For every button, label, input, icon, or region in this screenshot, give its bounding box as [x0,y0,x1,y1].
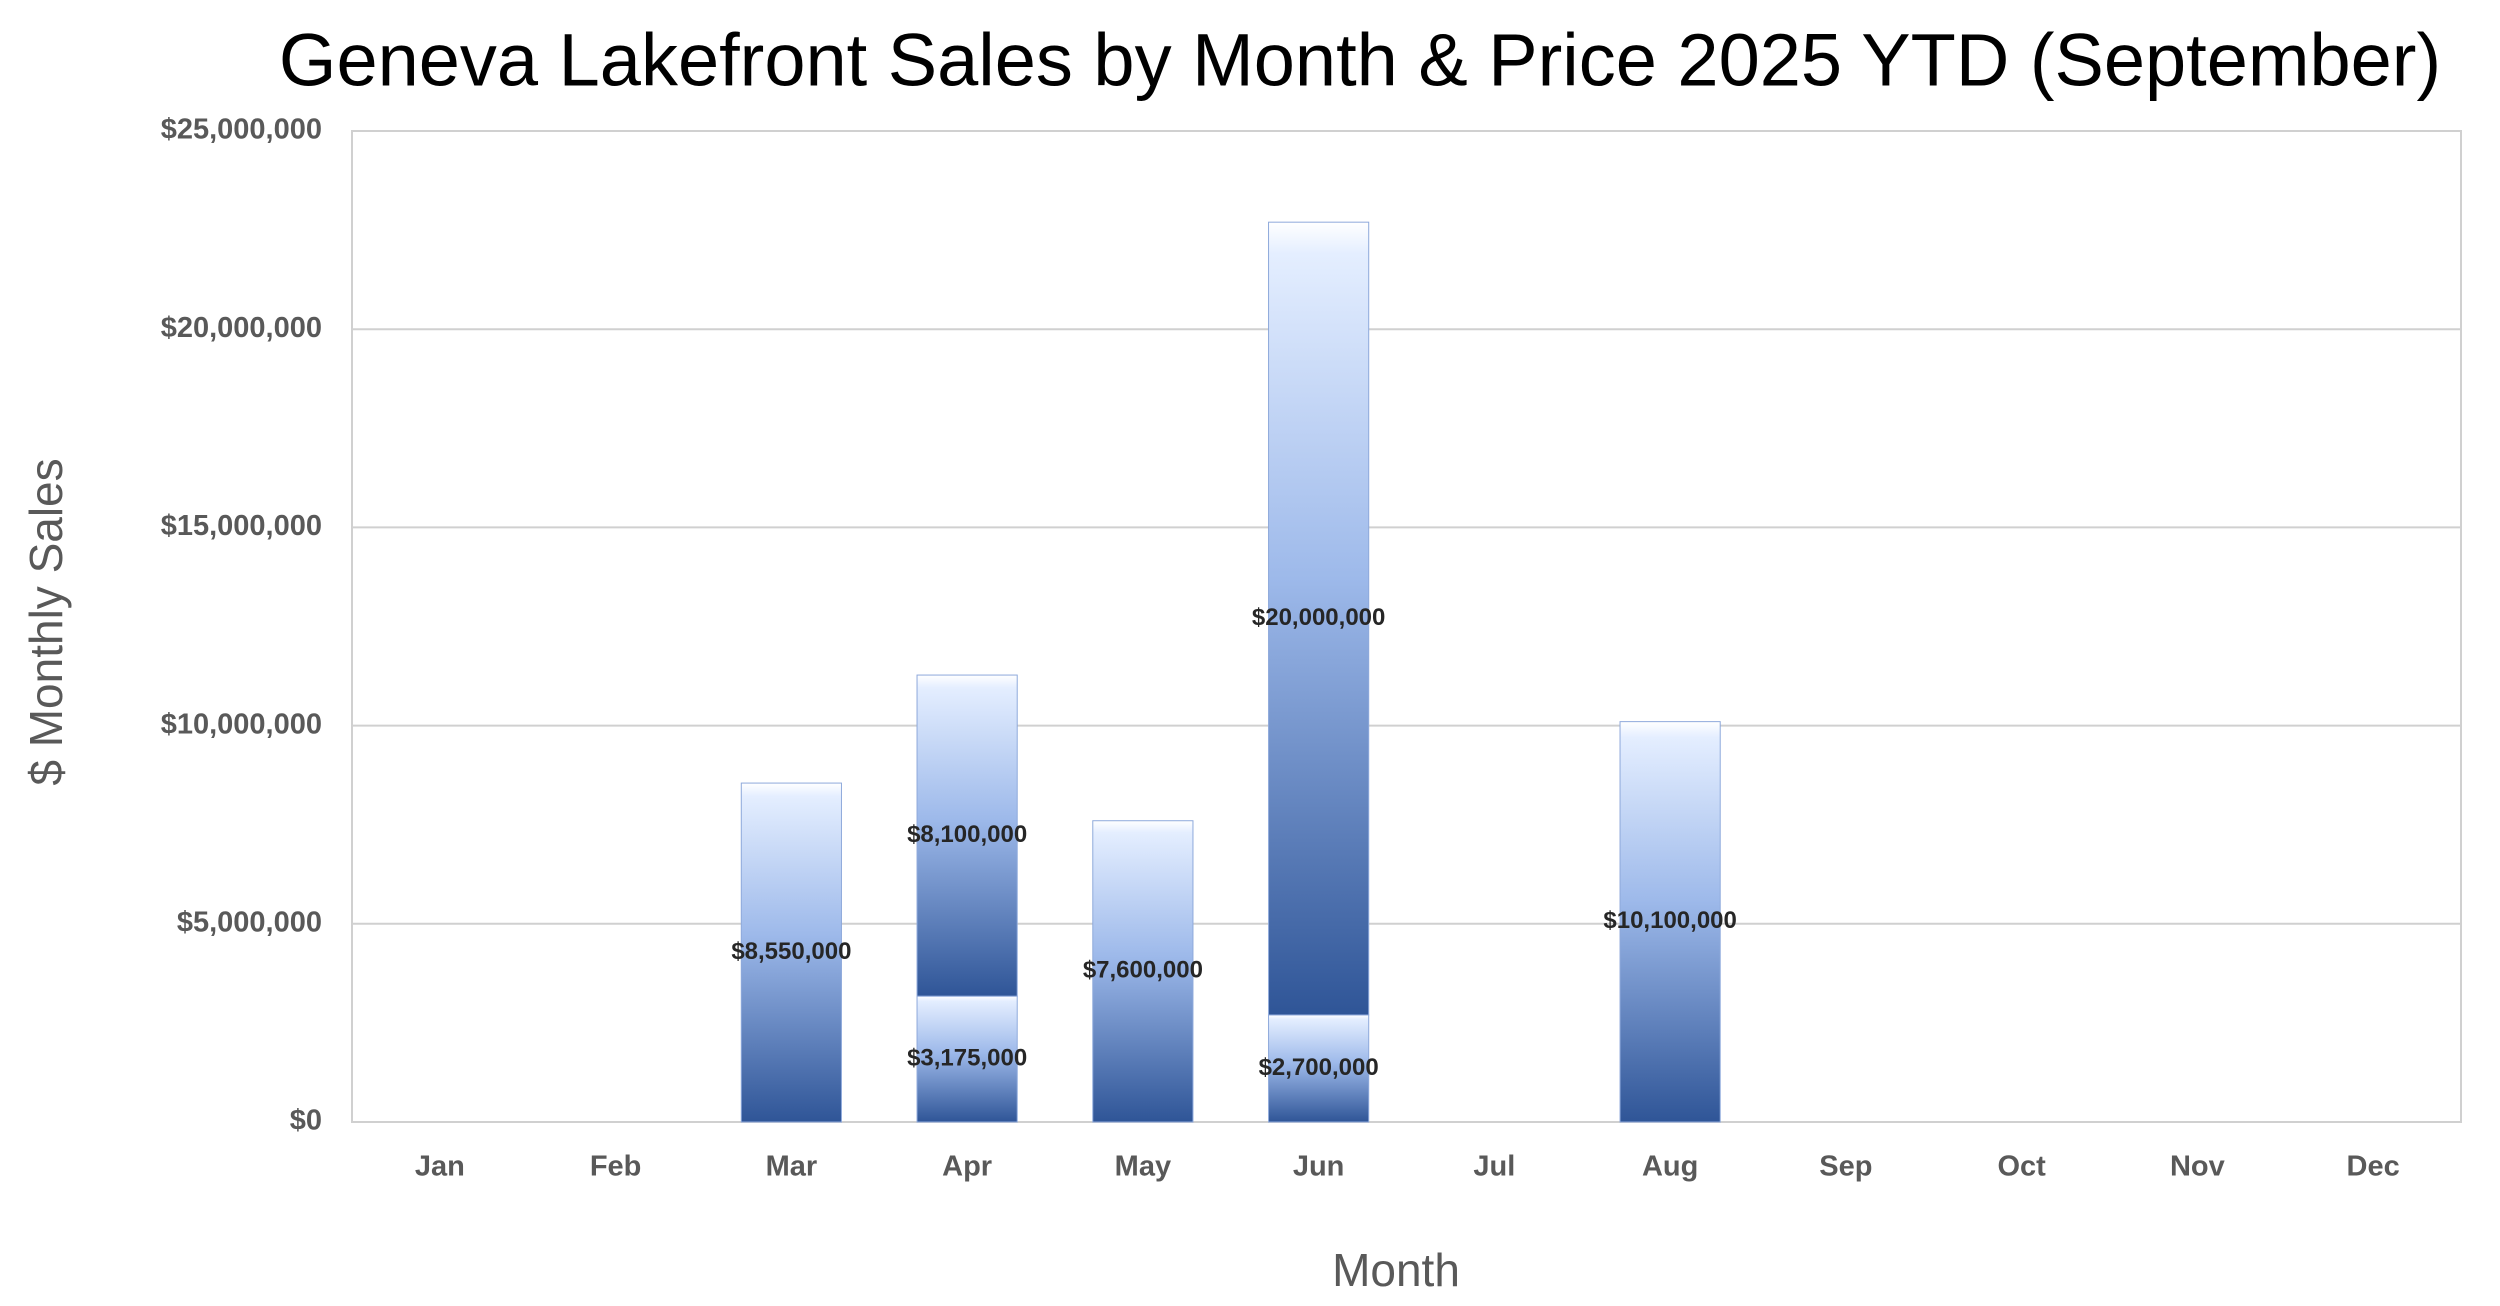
bar-segment [1092,820,1194,1123]
bar-segment [1268,221,1370,1016]
y-tick-label: $20,000,000 [161,312,322,344]
y-tick-label: $25,000,000 [161,114,322,146]
x-tick-label: Jun [1293,1151,1345,1183]
data-label: $3,175,000 [907,1044,1027,1071]
y-tick-label: $5,000,000 [177,906,322,938]
data-label: $2,700,000 [1259,1054,1379,1081]
x-tick-label: Apr [942,1151,992,1183]
y-tick-label: $15,000,000 [161,510,322,542]
chart-title: Geneva Lakefront Sales by Month & Price … [279,19,2441,102]
x-tick-label: Oct [1997,1151,2046,1183]
x-tick-label: Dec [2347,1151,2400,1183]
data-label: $8,100,000 [907,821,1027,848]
plot-area [351,130,2462,1123]
x-tick-label: Jan [415,1151,465,1183]
x-tick-label: Sep [1819,1151,1872,1183]
y-tick-label: $0 [290,1105,322,1137]
x-axis-title: Month [1332,1244,1460,1296]
y-axis-title: $ Monthly Sales [20,458,72,785]
data-label: $8,550,000 [731,938,851,965]
x-tick-label: Jul [1473,1151,1515,1183]
bar-segment [916,674,1018,997]
data-label: $7,600,000 [1083,957,1203,984]
data-label: $20,000,000 [1252,604,1385,631]
x-tick-label: Mar [766,1151,818,1183]
x-tick-label: Feb [590,1151,642,1183]
x-tick-label: May [1115,1151,1171,1183]
x-tick-label: Aug [1642,1151,1698,1183]
bar-segment [740,782,842,1123]
x-tick-label: Nov [2170,1151,2225,1183]
bar-segment [1619,721,1721,1123]
bar-segment [916,995,1018,1123]
data-label: $10,100,000 [1603,907,1736,934]
y-tick-label: $10,000,000 [161,708,322,740]
